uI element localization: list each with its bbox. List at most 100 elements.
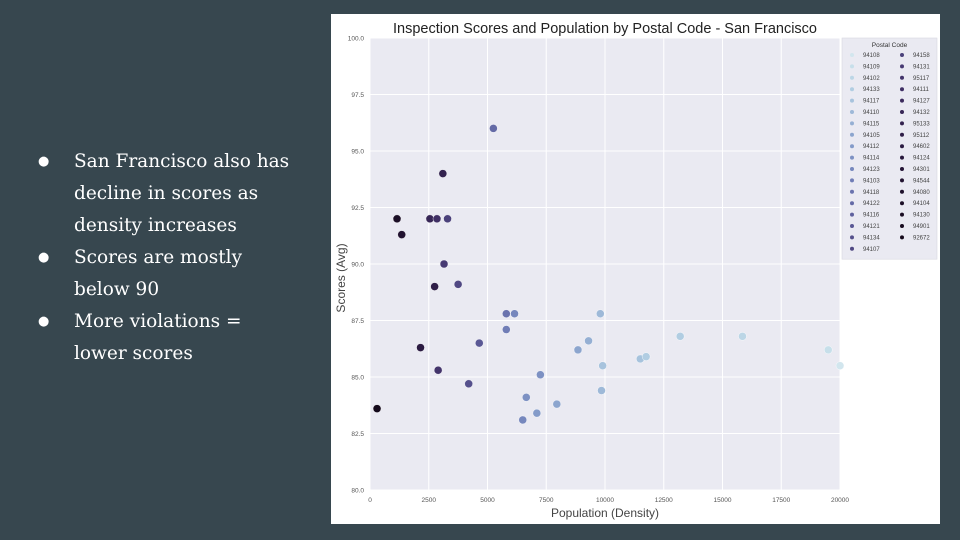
data-point [738, 332, 747, 341]
data-point [598, 361, 607, 370]
x-tick-label: 15000 [713, 497, 731, 504]
legend-marker [850, 132, 854, 137]
legend-marker [850, 178, 854, 183]
scatter-chart: 0 2500 5000 7500 10000 12500 15000 17500 20000 80… [334, 21, 938, 520]
data-point [536, 370, 545, 379]
legend-marker [900, 121, 904, 126]
y-tick-label: 82.5 [351, 431, 364, 438]
data-point [835, 361, 845, 370]
data-point [425, 214, 435, 224]
legend-label: 94121 [863, 224, 880, 230]
legend-label: 94602 [913, 144, 930, 150]
data-point [438, 169, 448, 178]
data-point [397, 230, 406, 239]
legend-marker [850, 224, 854, 228]
data-point [443, 214, 452, 224]
legend-marker [850, 235, 854, 240]
legend-marker [850, 53, 854, 57]
legend-marker [850, 144, 854, 149]
bullet-item: ● Scores are mostly below 90 [38, 242, 300, 306]
legend-label: 94108 [863, 53, 880, 59]
y-tick-label: 92.5 [351, 205, 364, 212]
legend-marker [850, 246, 854, 251]
legend-label: 94130 [913, 213, 930, 219]
legend-label: 94103 [863, 178, 880, 184]
y-tick-label: 95.0 [351, 149, 364, 156]
x-tick-label: 5000 [480, 497, 495, 504]
legend-label: 94124 [913, 156, 930, 162]
x-tick-label: 20000 [831, 497, 849, 504]
legend-marker [850, 167, 854, 171]
data-point [597, 386, 606, 395]
x-axis-label: Population (Density) [551, 506, 659, 520]
legend-title: Postal Code [872, 42, 908, 49]
legend-marker [850, 201, 854, 206]
y-tick-label: 87.5 [351, 318, 364, 325]
x-tick-label: 2500 [422, 497, 437, 504]
bullet-item: ● San Francisco also has decline in score… [38, 146, 300, 242]
y-tick-label: 85.0 [351, 375, 364, 382]
legend-marker [900, 201, 904, 206]
legend-label: 94105 [863, 133, 880, 139]
bullet-item: ● More violations = lower scores [38, 306, 300, 370]
data-point [464, 379, 473, 388]
bullet-text: San Francisco also has decline in scores… [74, 151, 290, 236]
data-point [489, 124, 498, 133]
legend-label: 94901 [913, 224, 930, 230]
legend-label: 94118 [863, 190, 880, 196]
y-tick-label: 80.0 [351, 488, 364, 495]
legend-marker [900, 178, 904, 183]
legend-label: 94104 [913, 201, 930, 207]
data-point [824, 345, 833, 355]
legend-marker [900, 53, 904, 57]
data-point [641, 352, 651, 361]
y-tick-label: 100.0 [348, 36, 365, 43]
x-tick-label: 17500 [772, 497, 790, 504]
legend-label: 94112 [863, 144, 880, 150]
data-point [522, 393, 531, 402]
legend-label: 94107 [863, 247, 880, 253]
data-point [416, 343, 425, 352]
data-point [502, 325, 511, 334]
data-point [584, 336, 593, 346]
legend-label: 94115 [863, 121, 880, 127]
legend-label: 94544 [913, 178, 930, 184]
legend-marker [900, 98, 904, 103]
legend-marker [900, 155, 904, 160]
bullet-text: More violations = lower scores [74, 311, 242, 364]
data-point [433, 366, 443, 375]
legend-label: 94117 [863, 99, 880, 105]
legend-marker [900, 110, 904, 114]
y-tick-label: 90.0 [351, 262, 364, 269]
data-point [502, 309, 511, 318]
bullet-dot: ● [38, 250, 50, 265]
legend-marker [900, 64, 904, 69]
data-point [676, 332, 685, 341]
legend-label: 94134 [863, 235, 880, 241]
legend-label: 92672 [913, 235, 930, 241]
legend-marker [850, 121, 854, 126]
legend-label: 94301 [913, 167, 930, 173]
legend-marker [850, 87, 854, 92]
legend-marker [850, 110, 854, 114]
data-point [392, 214, 402, 224]
y-tick-label: 97.5 [351, 92, 364, 99]
data-point [372, 404, 382, 413]
legend-marker [850, 75, 854, 80]
legend-label: 94122 [863, 201, 880, 207]
data-point [518, 415, 527, 425]
x-tick-label: 10000 [596, 497, 614, 504]
data-point [430, 282, 439, 291]
legend-label: 94102 [863, 76, 880, 82]
legend-marker [900, 167, 904, 171]
legend-label: 95117 [913, 76, 930, 82]
legend-label: 94116 [863, 213, 880, 219]
bullet-text: Scores are mostly below 90 [74, 247, 243, 300]
x-tick-label: 12500 [655, 497, 673, 504]
legend-marker [850, 155, 854, 160]
legend-label: 94133 [863, 87, 880, 93]
x-tick-label: 0 [368, 497, 372, 504]
legend-label: 94158 [913, 53, 930, 59]
legend-marker [900, 235, 904, 240]
legend-marker [900, 144, 904, 149]
